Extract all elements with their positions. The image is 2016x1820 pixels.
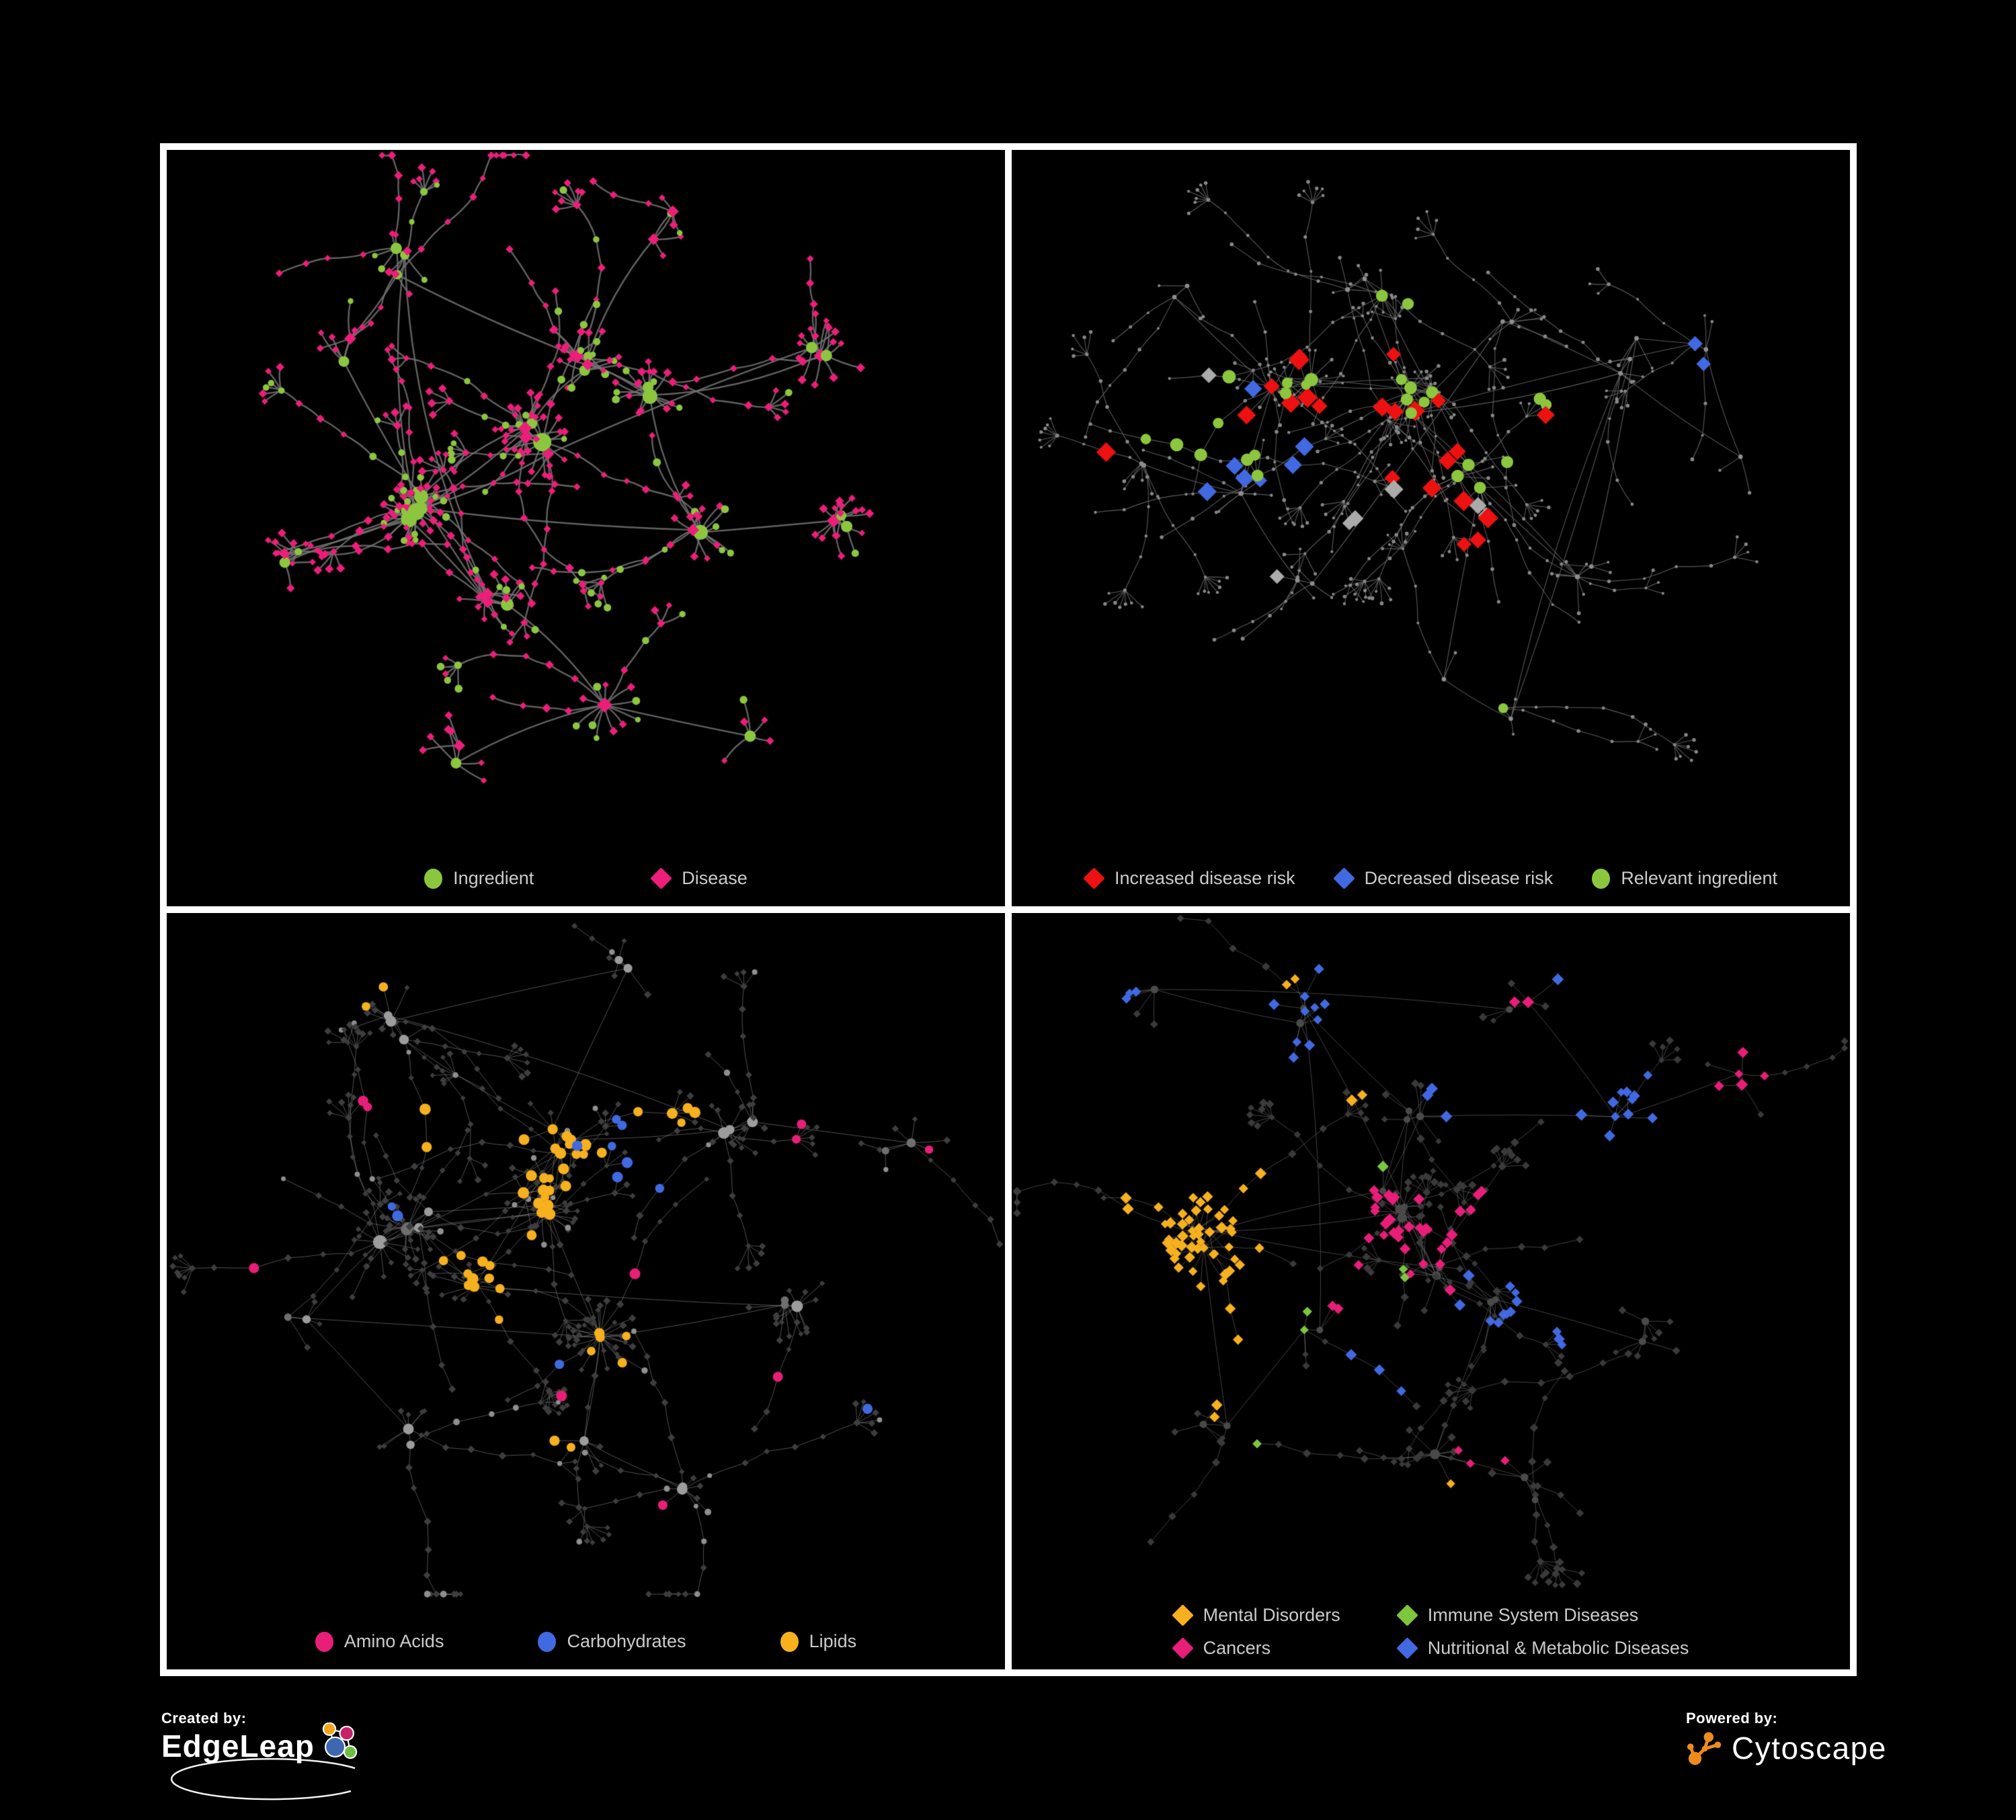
legend-label: Amino Acids	[344, 1631, 444, 1651]
legend-item-immune-system-diseases: Immune System Diseases	[1396, 1604, 1689, 1626]
legend-label: Ingredient	[453, 868, 534, 888]
panel-disease-classes: Mental Disorders Immune System Diseases …	[1012, 913, 1850, 1669]
legend-label: Immune System Diseases	[1427, 1605, 1639, 1625]
cytoscape-network-icon	[1687, 1732, 1722, 1766]
legend-item-decreased-risk: Decreased disease risk	[1332, 867, 1554, 889]
amino-acids-circle-icon	[315, 1631, 333, 1652]
cancers-diamond-icon	[1171, 1637, 1194, 1659]
legend-item-increased-risk: Increased disease risk	[1083, 867, 1295, 889]
powered-by-label: Powered by:	[1686, 1710, 1778, 1727]
decreased-risk-diamond-icon	[1332, 867, 1355, 889]
nutritional-metabolic-diamond-icon	[1396, 1637, 1418, 1659]
figure-frame: Ingredient Disease Increased disease ris…	[160, 143, 1857, 1676]
legend-item-amino-acids: Amino Acids	[315, 1631, 444, 1652]
legend-item-carbohydrates: Carbohydrates	[538, 1631, 686, 1652]
legend-item-relevant-ingredient: Relevant ingredient	[1592, 868, 1777, 889]
edgeleap-swoosh-icon	[170, 1757, 356, 1801]
lipids-circle-icon	[780, 1631, 799, 1652]
legend-item-disease: Disease	[650, 867, 748, 889]
carbohydrates-circle-icon	[538, 1631, 557, 1652]
legend-label: Lipids	[809, 1631, 857, 1651]
cytoscape-wordmark: Cytoscape	[1732, 1731, 1887, 1766]
relevant-ingredient-circle-icon	[1592, 868, 1611, 889]
legend-label: Relevant ingredient	[1621, 868, 1777, 888]
legend-item-nutritional-metabolic: Nutritional & Metabolic Diseases	[1396, 1637, 1689, 1659]
edgeleap-network-icon	[322, 1723, 358, 1759]
legend-item-cancers: Cancers	[1171, 1637, 1340, 1659]
edgeleap-wordmark: EdgeLeap	[161, 1729, 315, 1764]
legend-label: Carbohydrates	[567, 1631, 686, 1651]
network-graph-ingredient-disease[interactable]	[167, 150, 1005, 906]
legend-label: Cancers	[1203, 1638, 1271, 1658]
network-graph-nutrient-classes[interactable]	[167, 913, 1005, 1669]
mental-disorders-diamond-icon	[1171, 1604, 1194, 1626]
network-graph-disease-classes[interactable]	[1012, 913, 1850, 1669]
edgeleap-logo: Created by: EdgeLeap	[161, 1710, 362, 1801]
legend-ingredient-disease: Ingredient Disease	[167, 867, 1005, 889]
panel-nutrient-classes: Amino Acids Carbohydrates Lipids	[167, 913, 1005, 1669]
ingredient-circle-icon	[424, 868, 443, 889]
legend-label: Increased disease risk	[1115, 868, 1295, 888]
legend-label: Mental Disorders	[1203, 1605, 1340, 1625]
network-graph-disease-risk[interactable]	[1012, 150, 1850, 906]
legend-nutrient-classes: Amino Acids Carbohydrates Lipids	[167, 1631, 1005, 1652]
created-by-label: Created by:	[161, 1710, 247, 1727]
immune-diseases-diamond-icon	[1396, 1604, 1418, 1626]
legend-item-ingredient: Ingredient	[424, 868, 534, 889]
legend-label: Disease	[682, 868, 748, 888]
increased-risk-diamond-icon	[1083, 867, 1105, 889]
legend-label: Nutritional & Metabolic Diseases	[1427, 1638, 1689, 1658]
cytoscape-logo: Powered by: Cytoscape	[1686, 1710, 1887, 1768]
panel-ingredient-disease: Ingredient Disease	[167, 150, 1005, 906]
legend-item-mental-disorders: Mental Disorders	[1171, 1604, 1340, 1626]
disease-diamond-icon	[650, 867, 673, 889]
legend-disease-classes: Mental Disorders Immune System Diseases …	[1012, 1604, 1850, 1659]
legend-label: Decreased disease risk	[1364, 868, 1554, 888]
legend-item-lipids: Lipids	[780, 1631, 857, 1652]
panel-disease-risk: Increased disease risk Decreased disease…	[1012, 150, 1850, 906]
legend-disease-risk: Increased disease risk Decreased disease…	[1012, 867, 1850, 889]
